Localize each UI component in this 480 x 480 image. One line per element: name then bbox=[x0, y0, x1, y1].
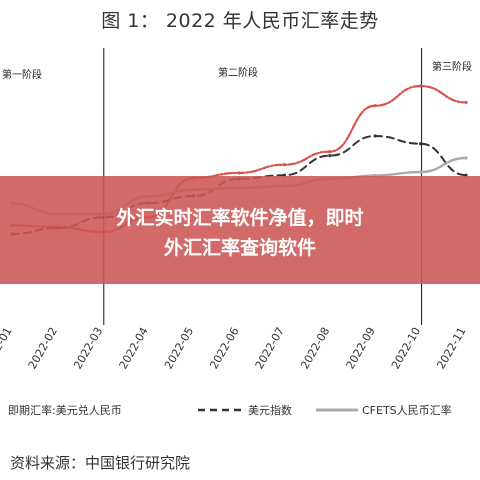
legend-label-2: 美元指数 bbox=[248, 404, 292, 417]
series-3-point-10 bbox=[419, 170, 423, 174]
phase-label-3: 第三阶段 bbox=[432, 62, 472, 73]
x-tick-label: 2022-11 bbox=[434, 325, 468, 371]
x-tick-label: 2022-09 bbox=[344, 325, 378, 371]
x-tick-label: 2022-08 bbox=[298, 325, 332, 371]
series-2-point-11 bbox=[464, 173, 468, 177]
series-3-point-11 bbox=[464, 156, 468, 160]
chart-title: 图 1： 2022 年人民币汇率走势 bbox=[101, 10, 379, 32]
series-1-point-8 bbox=[328, 150, 332, 154]
legend-label-3: CFETS人民币汇率 bbox=[362, 404, 452, 417]
series-1-point-9 bbox=[373, 104, 377, 108]
series-1-point-11 bbox=[464, 100, 468, 105]
series-2-point-9 bbox=[373, 134, 377, 138]
series-2-point-10 bbox=[419, 142, 423, 146]
series-2-point-8 bbox=[328, 154, 332, 158]
x-tick-label: 2022-05 bbox=[162, 325, 196, 371]
banner-line-2: 外汇汇率查询软件 bbox=[163, 237, 316, 259]
phase-label-2: 第二阶段 bbox=[218, 68, 258, 79]
series-1-point-6 bbox=[237, 171, 241, 175]
series-1-point-10 bbox=[419, 84, 423, 88]
x-axis-ticks: 2022-01 2022-02 2022-03 2022-04 2022-05 2022-… bbox=[0, 325, 469, 371]
x-tick-label: 2022-03 bbox=[71, 325, 105, 371]
x-tick-label: 2022-02 bbox=[26, 325, 60, 371]
banner-line-1: 外汇实时汇率软件净值，即时 bbox=[116, 207, 364, 229]
phase-label-1: 第一阶段 bbox=[2, 70, 42, 81]
x-tick-label: 2022-06 bbox=[207, 325, 241, 371]
x-tick-label: 2022-07 bbox=[253, 325, 287, 371]
x-tick-label: 2022-01 bbox=[0, 325, 15, 371]
series-1-point-7 bbox=[282, 163, 286, 167]
banner-headline: 外汇实时汇率软件净值，即时 外汇汇率查询软件 bbox=[30, 203, 450, 263]
overlay-banner bbox=[0, 176, 480, 284]
x-tick-label: 2022-04 bbox=[117, 325, 151, 371]
legend-label-1: 即期汇率:美元兑人民币 bbox=[8, 404, 122, 417]
series-2-point-7 bbox=[282, 173, 286, 177]
source-note: 资料来源：中国银行研究院 bbox=[10, 454, 191, 472]
x-tick-label: 2022-10 bbox=[389, 325, 423, 371]
